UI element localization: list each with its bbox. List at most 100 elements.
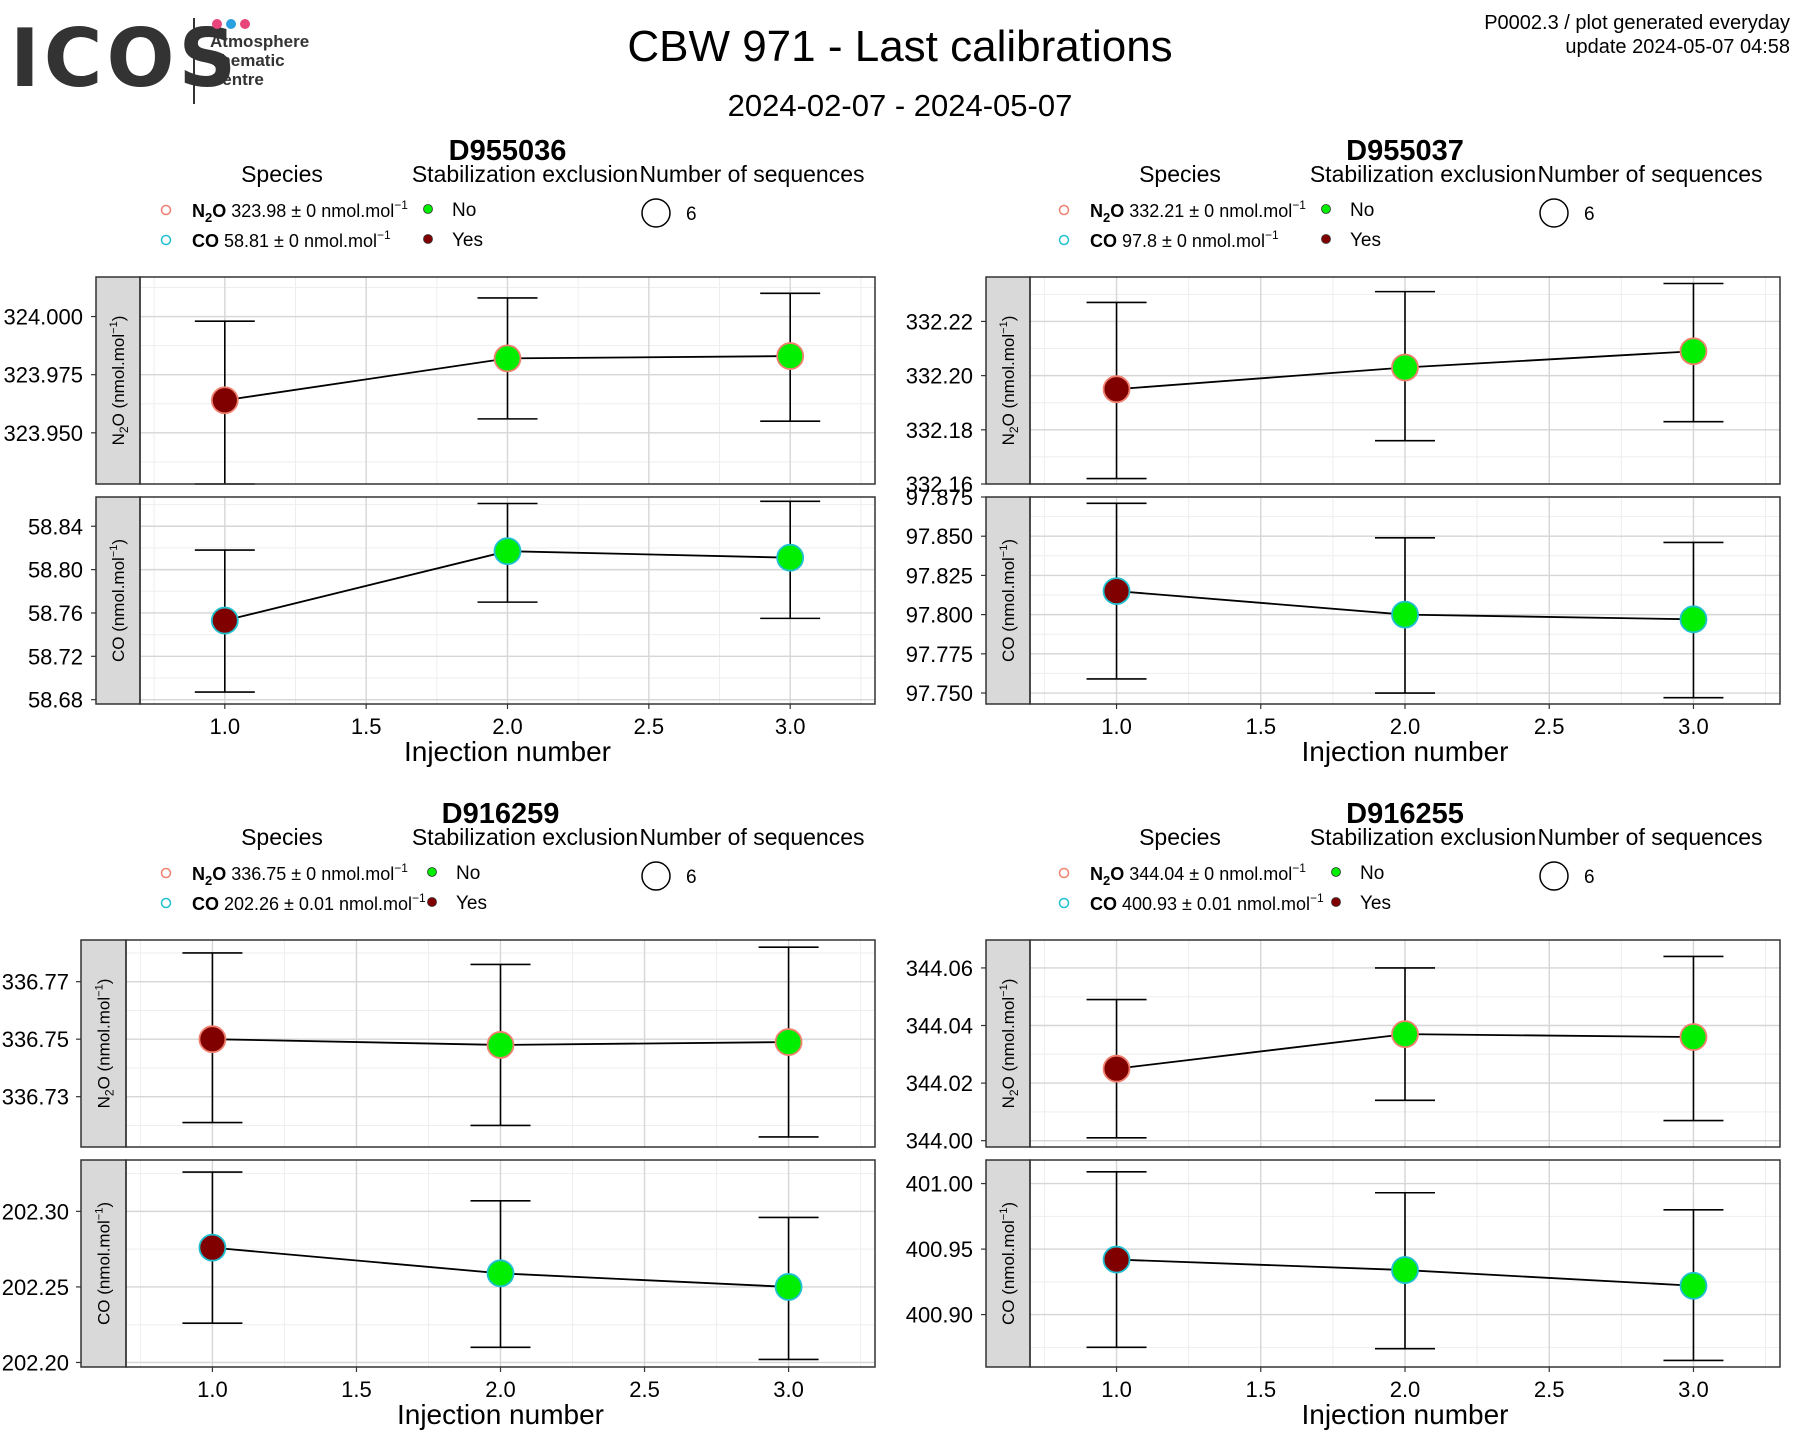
legend-yes-marker [1331,897,1341,907]
panel-n2o: 336.73 336.75 336.77 N2O (nmol.mol−1) [2,939,876,1148]
legend-title-sequences: Number of sequences [639,161,864,187]
y-tick-label: 97.850 [906,524,973,549]
facet-strip-label: CO (nmol.mol−1) [998,539,1018,662]
page-header: ICOS Atmosphere Thematic Centre CBW 971 … [0,0,1800,140]
strip-close: ) [999,316,1018,322]
strip-species: CO (nmol.mol [95,1220,114,1325]
legend-unit-exponent: −1 [394,198,408,212]
strip-species: N [999,1096,1018,1108]
strip-species-sub: 2 [1007,1089,1021,1096]
y-tick-label: 97.775 [906,642,973,667]
legend-species-name: CO [192,894,219,914]
y-tick-label: 344.04 [906,1014,973,1039]
strip-species: O (nmol.mol [95,997,114,1090]
data-point [1391,353,1419,382]
legend-species-name: O [212,201,226,221]
x-tick-label: 1.0 [210,714,241,739]
legend-title-species: Species [1139,161,1221,187]
facet-strip [985,1159,1031,1368]
x-axis-label: Injection number [1301,736,1508,767]
legend-n2o-marker [1058,867,1070,879]
chart-D955036: D955036 Species Stabilization exclusion Num… [3,135,876,767]
chart-title: D955036 [449,135,567,167]
legend-title-species: Species [241,824,323,850]
y-tick-label: 58.84 [28,514,83,539]
chart-D916259: D916259 Species Stabilization exclusion Num… [2,798,876,1430]
legend-n2o-value: 332.21 ± 0 nmol.mol [1124,201,1292,221]
x-tick-label: 1.5 [351,714,382,739]
data-point [776,543,805,572]
legend-co-value: 400.93 ± 0.01 nmol.mol [1117,894,1310,914]
y-tick-label: 332.16 [906,472,973,497]
x-tick-label: 1.0 [197,1377,228,1402]
data-point [1679,337,1708,366]
legend-species-name: O [1110,201,1124,221]
panel-co: 97.750 97.775 97.800 97.825 97.850 97.875 CO (… [906,485,1781,767]
y-tick-label: 97.800 [906,603,973,628]
legend-no-marker [1331,867,1341,877]
strip-close: ) [95,1202,114,1208]
logo-wordmark: ICOS [10,12,241,105]
legend-title-stabilization: Stabilization exclusion [1310,824,1536,850]
y-tick-label: 336.75 [2,1027,69,1052]
legend-no-label: No [452,200,476,221]
legend-species-sub: 2 [205,873,212,888]
chart-D916255: D916255 Species Stabilization exclusion Num… [906,798,1781,1430]
legend-yes-label: Yes [452,230,483,251]
strip-exponent: −1 [998,321,1010,334]
y-tick-label: 332.20 [906,364,973,389]
x-tick-label: 2.5 [629,1377,660,1402]
y-tick-label: 400.95 [906,1237,973,1262]
strip-species-sub: 2 [117,426,131,433]
y-tick-label: 97.750 [906,681,973,706]
data-point [1102,1054,1131,1083]
plot-border [1029,276,1781,485]
legend-n2o-marker [160,867,172,879]
legend-co-marker [160,234,172,246]
y-tick-label: 58.80 [28,558,83,583]
y-tick-label: 202.20 [2,1350,69,1375]
x-tick-label: 1.0 [1101,714,1132,739]
data-point [1102,1245,1131,1274]
legend-n2o-value: 323.98 ± 0 nmol.mol [226,201,394,221]
y-tick-label: 97.825 [906,563,973,588]
strip-close: ) [999,1202,1018,1208]
legend-sequence-marker [1539,861,1569,891]
data-point [210,606,239,635]
x-tick-label: 1.0 [1101,1377,1132,1402]
legend-n2o-value: 344.04 ± 0 nmol.mol [1124,864,1292,884]
legend-title-stabilization: Stabilization exclusion [412,161,638,187]
x-tick-label: 2.0 [1390,714,1421,739]
strip-exponent: −1 [94,1208,106,1221]
panel-co: 202.20 202.25 202.30 CO (nmol.mol−1) 1.0 1.5 2… [2,1159,876,1430]
y-tick-label: 323.975 [3,363,83,388]
x-tick-label: 1.5 [1245,1377,1276,1402]
legend-co-marker [1058,897,1070,909]
facet-strip-label: CO (nmol.mol−1) [998,1202,1018,1325]
plot-border [1029,939,1781,1148]
legend-title-sequences: Number of sequences [1537,824,1762,850]
data-point [1102,375,1131,404]
legend-n2o-marker [1058,204,1070,216]
legend-no-marker [423,204,433,214]
legend-n2o-value: 336.75 ± 0 nmol.mol [226,864,394,884]
x-tick-label: 1.5 [1245,714,1276,739]
logo-dots-icon [212,16,254,34]
legend-no-label: No [1350,200,1374,221]
y-tick-label: 202.25 [2,1275,69,1300]
legend-species-name: CO [192,231,219,251]
facet-strip-label: N2O (nmol.mol−1) [108,316,131,446]
data-point [486,1259,515,1288]
facet-strip [985,939,1031,1148]
legend-co-marker [1058,234,1070,246]
x-axis-label: Injection number [404,736,611,767]
legend: Species Stabilization exclusion Number of … [160,824,865,914]
logo-subtitle-line: Centre [210,70,264,89]
chart-title: D916255 [1346,798,1464,830]
y-tick-label: 58.76 [28,601,83,626]
strip-exponent: −1 [94,984,106,997]
x-tick-label: 2.0 [485,1377,516,1402]
legend-species-name: CO [1090,231,1117,251]
legend: Species Stabilization exclusion Number of … [1058,161,1763,251]
